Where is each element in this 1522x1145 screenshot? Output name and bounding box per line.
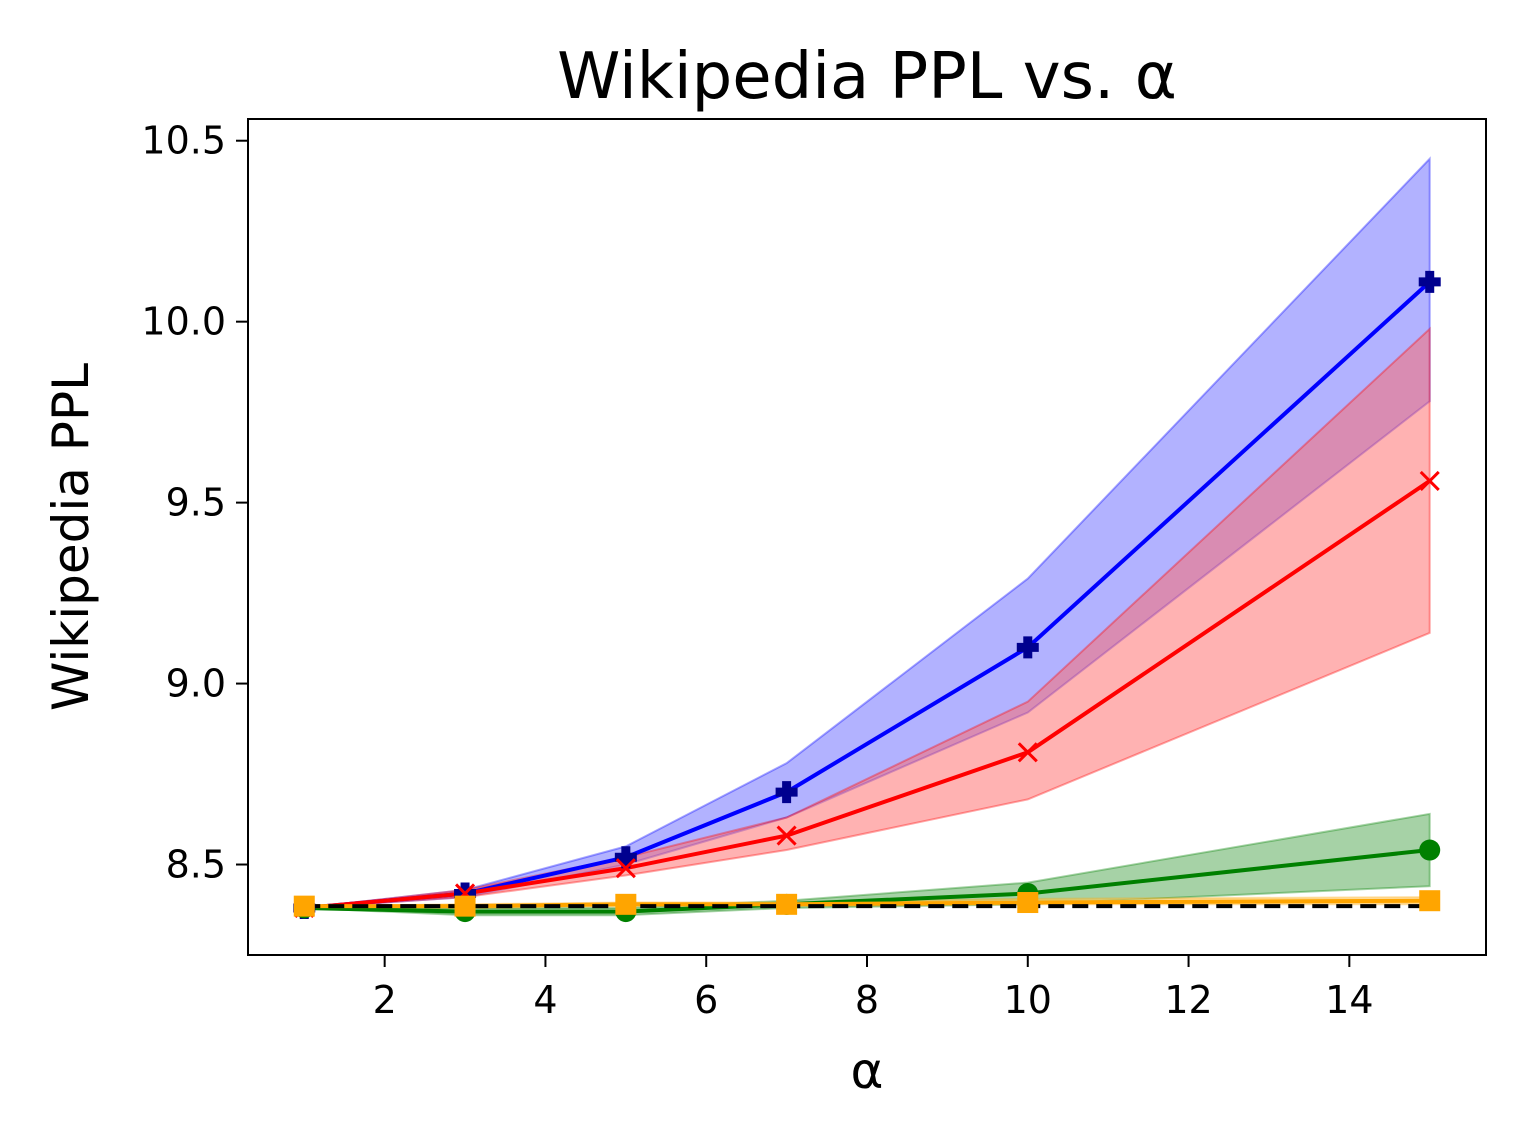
y-tick-label-1: 8.5: [166, 843, 226, 887]
data-point-series-4-4: [776, 893, 798, 915]
x-tick-label-7: 14: [1325, 978, 1373, 1022]
x-tick-label-3: 6: [694, 978, 718, 1022]
x-tick-label-5: 10: [1004, 978, 1052, 1022]
plot-frame: [247, 118, 1487, 956]
y-tick-label-3: 9.5: [166, 481, 226, 525]
y-axis-label: Wikipedia PPL: [42, 363, 100, 711]
data-point-series-1-6: [1418, 270, 1441, 293]
y-tick-label-4: 10.0: [141, 300, 226, 344]
x-tick-label-1: 2: [373, 978, 397, 1022]
plot-area: 2 4 6 8 10 12 14 8.5 9.0 9.5 10.0 10.5: [141, 118, 1487, 1022]
data-point-series-2-4: [776, 825, 797, 846]
data-point-series-3-6: [1419, 839, 1441, 861]
x-tick-label-4: 8: [855, 978, 879, 1022]
series-line-3: [304, 848, 1430, 914]
series-line-2: [304, 479, 1431, 910]
data-point-series-1-5: [1016, 636, 1039, 659]
x-axis-label: α: [851, 1042, 884, 1100]
data-point-series-4-2: [454, 895, 476, 917]
data-point-series-4-5: [1017, 892, 1039, 914]
data-point-series-2-6: [1419, 470, 1440, 491]
plot-data-group: [293, 156, 1441, 923]
data-point-series-2-3: [615, 858, 636, 879]
y-tick-label-2: 9.0: [166, 662, 226, 706]
data-point-series-4-6: [1419, 890, 1441, 912]
x-tick-label-2: 4: [533, 978, 557, 1022]
data-point-series-1-4: [775, 781, 798, 804]
chart-title: Wikipedia PPL vs. α: [557, 40, 1177, 114]
data-point-series-2-5: [1017, 742, 1038, 763]
data-point-series-1-3: [614, 846, 637, 869]
data-point-series-4-1: [293, 895, 315, 917]
data-point-series-4-3: [615, 893, 637, 915]
y-tick-label-5: 10.5: [141, 119, 226, 163]
x-tick-label-6: 12: [1164, 978, 1212, 1022]
